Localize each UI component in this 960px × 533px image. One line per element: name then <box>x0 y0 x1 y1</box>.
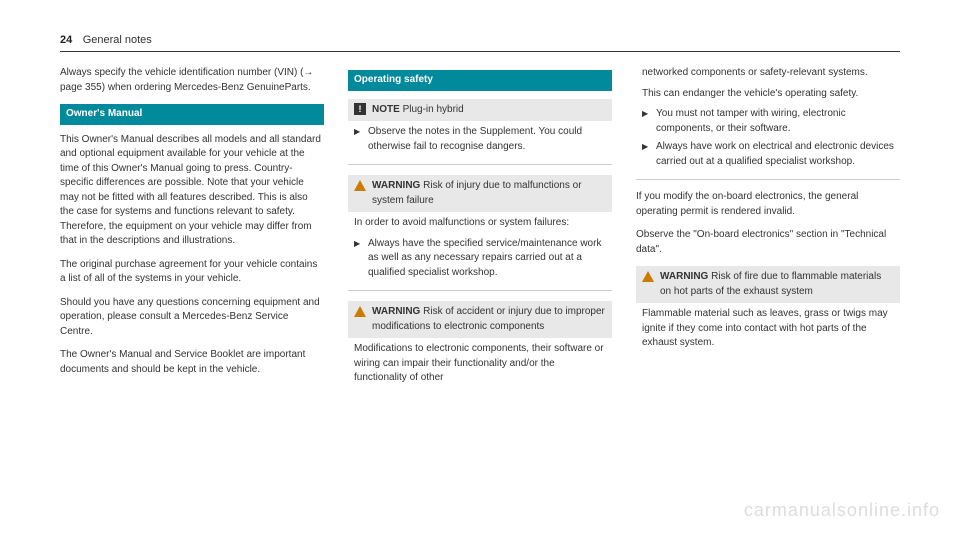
warning-icon <box>354 305 366 317</box>
warning-body: In order to avoid malfunctions or system… <box>348 212 612 291</box>
cont-bullet-2: Always have work on electrical and elect… <box>642 140 894 169</box>
warning-header-2: WARNING Risk of accident or injury due t… <box>348 301 612 338</box>
note-icon: ! <box>354 103 366 115</box>
note-title: Plug-in hybrid <box>403 104 464 115</box>
warning-fire: WARNING Risk of fire due to flammable ma… <box>636 266 900 366</box>
warning-text-3: Flammable material such as leaves, grass… <box>642 307 894 351</box>
warning-body-3: Flammable material such as leaves, grass… <box>636 303 900 366</box>
warning-text-2: Modifications to electronic components, … <box>354 342 606 386</box>
note-header: ! NOTE Plug-in hybrid <box>348 99 612 122</box>
warning-label-2: WARNING <box>372 306 420 317</box>
page-number: 24 <box>60 34 72 46</box>
note-bullet: Observe the notes in the Supplement. You… <box>354 125 606 154</box>
column-2: Operating safety ! NOTE Plug-in hybrid O… <box>348 66 612 401</box>
warning-label: WARNING <box>372 180 420 191</box>
watermark-text: carmanualsonline.info <box>744 500 940 521</box>
cont-text-1: networked components or safety-relevant … <box>642 66 894 81</box>
onboard-p2: Observe the "On-board electronics" secti… <box>636 228 900 257</box>
warning-header: WARNING Risk of injury due to malfunctio… <box>348 175 612 212</box>
cont-bullet-1: You must not tamper with wiring, electro… <box>642 107 894 136</box>
note-label: NOTE <box>372 104 400 115</box>
owners-manual-p4: The Owner's Manual and Service Booklet a… <box>60 348 324 377</box>
operating-safety-heading: Operating safety <box>348 70 612 91</box>
onboard-p1: If you modify the on-board electronics, … <box>636 190 900 219</box>
owners-manual-p2: The original purchase agreement for your… <box>60 258 324 287</box>
manual-page: 24 General notes Always specify the vehi… <box>0 0 960 421</box>
intro-paragraph: Always specify the vehicle identificatio… <box>60 66 324 95</box>
warning-continuation: networked components or safety-relevant … <box>636 66 900 180</box>
note-plugin-hybrid: ! NOTE Plug-in hybrid Observe the notes … <box>348 99 612 166</box>
warning-bullet: Always have the specified service/mainte… <box>354 237 606 281</box>
warning-modifications: WARNING Risk of accident or injury due t… <box>348 301 612 401</box>
warning-body-2: Modifications to electronic components, … <box>348 338 612 401</box>
owners-manual-p1: This Owner's Manual describes all models… <box>60 133 324 249</box>
column-3: networked components or safety-relevant … <box>636 66 900 401</box>
warning-lead: In order to avoid malfunctions or system… <box>354 216 606 231</box>
content-columns: Always specify the vehicle identificatio… <box>60 66 900 401</box>
owners-manual-heading: Owner's Manual <box>60 104 324 125</box>
warning-icon <box>642 270 654 282</box>
warning-label-3: WARNING <box>660 271 708 282</box>
cont-text-2: This can endanger the vehicle's operatin… <box>642 87 894 102</box>
note-body: Observe the notes in the Supplement. You… <box>348 121 612 165</box>
owners-manual-p3: Should you have any questions concerning… <box>60 296 324 340</box>
warning-malfunction: WARNING Risk of injury due to malfunctio… <box>348 175 612 291</box>
section-title: General notes <box>83 34 152 46</box>
column-1: Always specify the vehicle identificatio… <box>60 66 324 401</box>
warning-header-3: WARNING Risk of fire due to flammable ma… <box>636 266 900 303</box>
page-header: 24 General notes <box>60 30 900 52</box>
warning-icon <box>354 179 366 191</box>
